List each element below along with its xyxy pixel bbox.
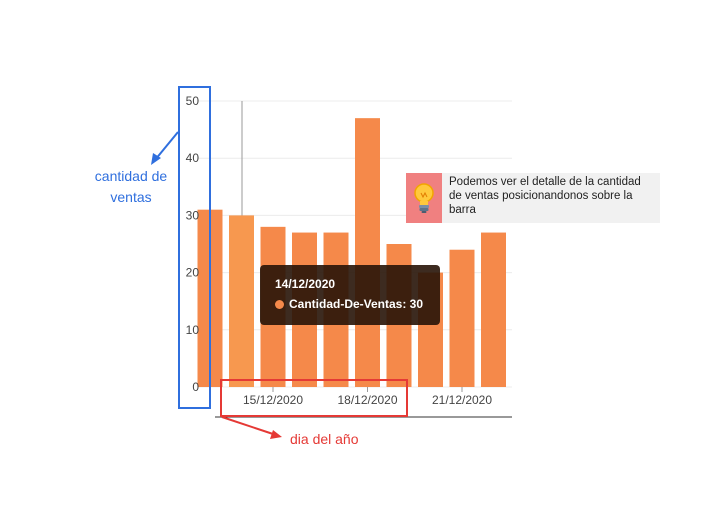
x-tick-label: 18/12/2020 <box>337 393 397 407</box>
x-axis-annotation: dia del año <box>290 431 359 447</box>
series-dot-icon <box>275 299 284 309</box>
bar[interactable] <box>449 249 475 387</box>
y-tick-label: 40 <box>186 151 200 165</box>
lightbulb-icon-box <box>406 173 442 223</box>
x-tick-label: 15/12/2020 <box>243 393 303 407</box>
tip-note: Podemos ver el detalle de la cantidad de… <box>406 173 660 223</box>
y-axis-ticks: 0 10 20 30 40 50 <box>186 94 200 394</box>
bar[interactable] <box>355 118 380 387</box>
y-tick-label: 30 <box>186 208 200 222</box>
y-tick-label: 0 <box>192 380 199 394</box>
tip-note-text: Podemos ver el detalle de la cantidad de… <box>449 176 641 216</box>
bar[interactable] <box>481 232 506 387</box>
y-tick-label: 10 <box>186 323 200 337</box>
x-tick-label: 21/12/2020 <box>432 393 492 407</box>
tooltip-series-label: Cantidad-De-Ventas: 30 <box>289 297 424 311</box>
tooltip-date: 14/12/2020 <box>275 277 336 291</box>
bar-tooltip: 14/12/2020 Cantidad-De-Ventas: 30 <box>260 265 440 325</box>
y-tick-label: 20 <box>186 266 200 280</box>
y-axis-highlight-box <box>178 86 211 409</box>
red-arrow-icon <box>221 416 282 439</box>
x-axis-highlight-box <box>220 379 408 417</box>
x-axis-ticks: 15/12/2020 18/12/2020 21/12/2020 <box>243 387 492 407</box>
y-tick-label: 50 <box>186 94 200 108</box>
y-axis-annotation: cantidad de ventas <box>94 168 168 205</box>
lightbulb-icon <box>414 183 434 213</box>
bar[interactable] <box>229 215 254 387</box>
blue-arrow-icon <box>151 131 179 165</box>
tooltip-row: Cantidad-De-Ventas: 30 <box>275 297 423 311</box>
